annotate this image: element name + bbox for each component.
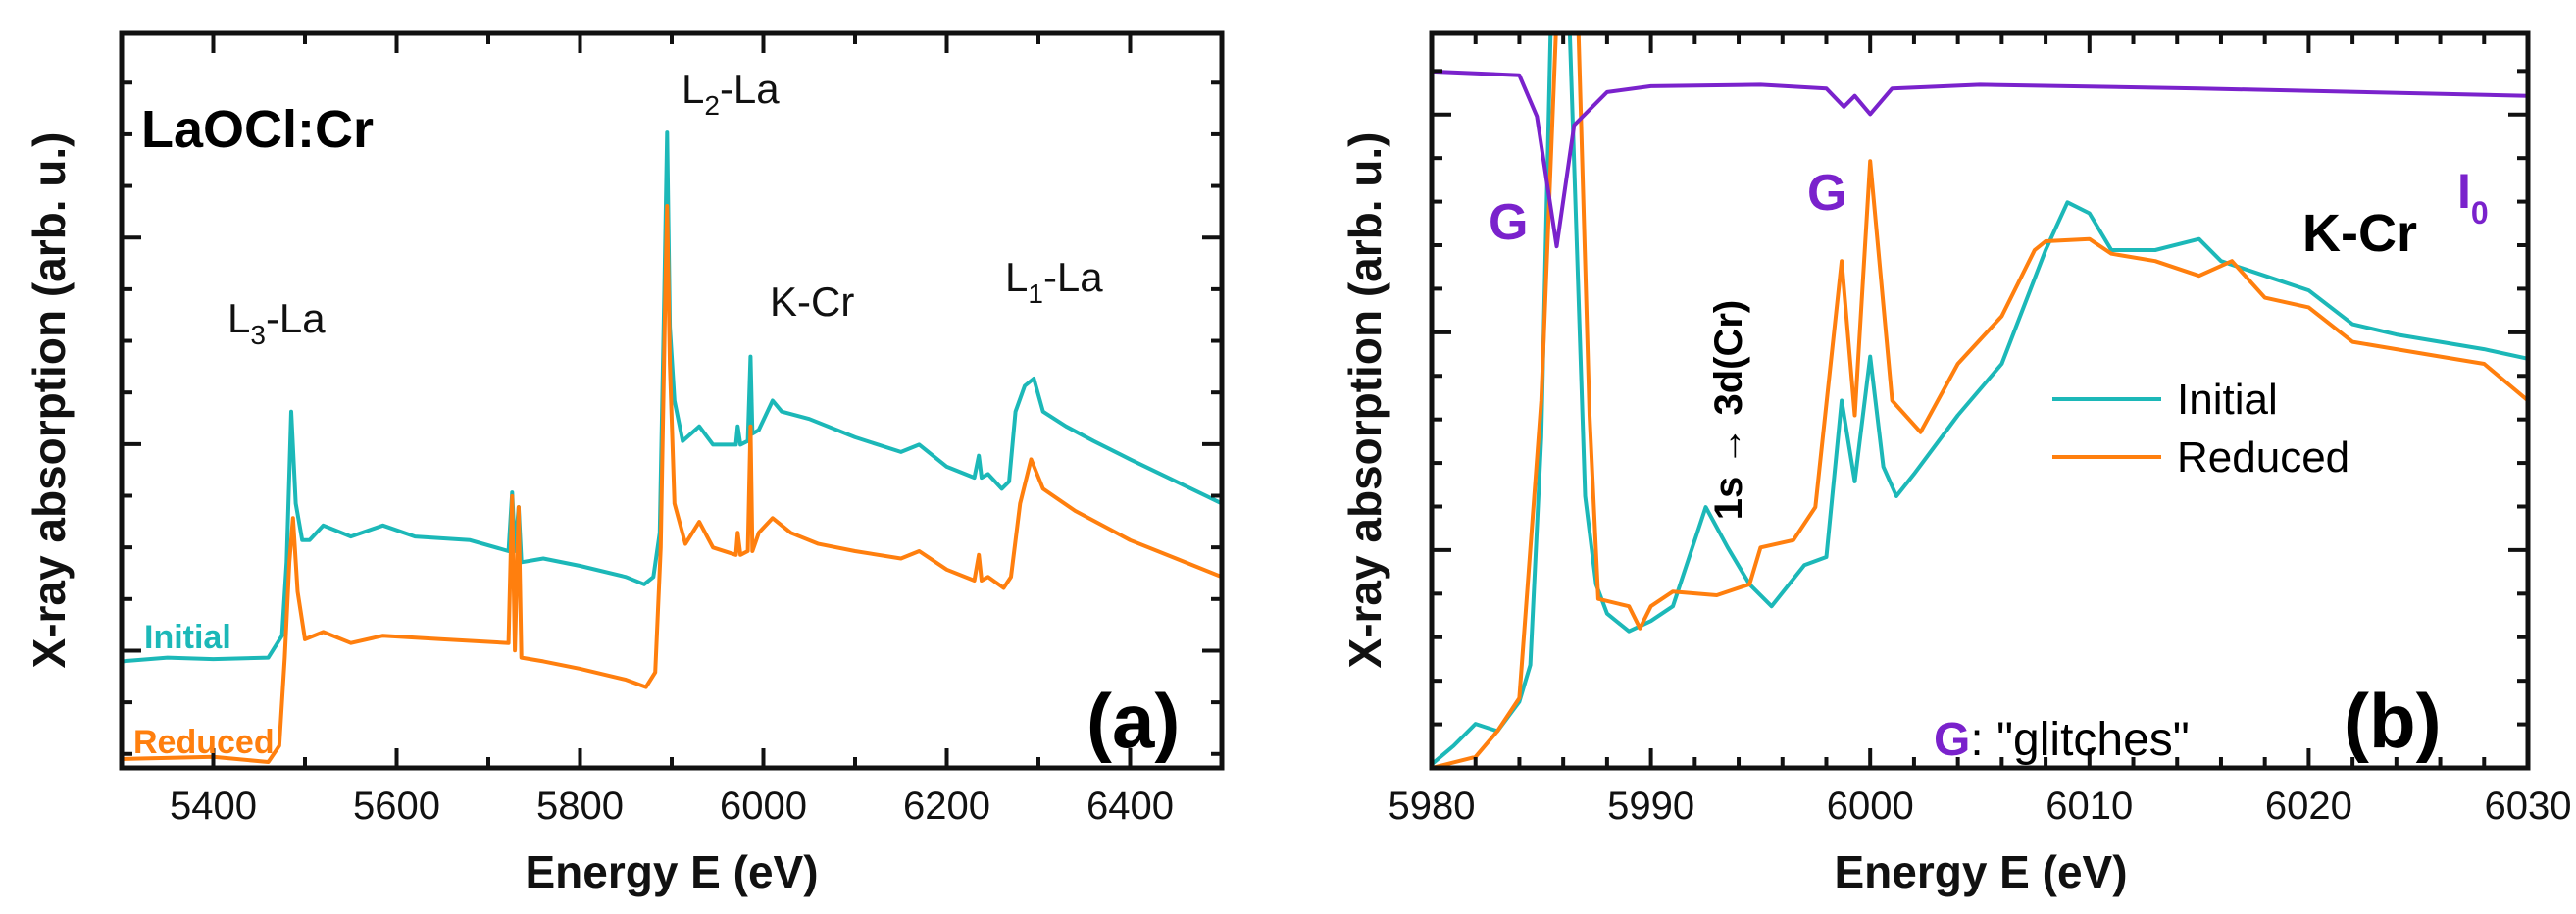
x-tick-label: 6200 <box>903 785 990 828</box>
x-tick-label: 5800 <box>536 785 624 828</box>
legend-label-initial: Initial <box>2177 376 2278 424</box>
annotation-k-cr: K-Cr <box>770 279 854 325</box>
panel-b-title: K-Cr <box>2302 204 2417 263</box>
series-reduced <box>122 204 1222 764</box>
x-tick-label: 6020 <box>2265 785 2352 828</box>
x-tick-label: 6000 <box>1827 785 1914 828</box>
series-initial <box>122 130 1222 664</box>
x-tick-label: 6010 <box>2046 785 2133 828</box>
panel-a-frame <box>119 30 1225 771</box>
panel-a-label: (a) <box>1086 678 1180 764</box>
glitch-marker-2: G <box>1807 165 1846 222</box>
panel-b-frame <box>1429 30 2531 771</box>
x-tick-label: 6400 <box>1086 785 1174 828</box>
inline-label-reduced: Reduced <box>133 724 275 761</box>
panel-a-y-axis-title: X-ray absorption (arb. u.) <box>24 132 75 669</box>
x-tick-label: 6030 <box>2485 785 2572 828</box>
panel-b-x-axis-title: Energy E (eV) <box>1834 846 2127 897</box>
panel-a-title: LaOCl:Cr <box>141 100 374 159</box>
legend-label-reduced: Reduced <box>2177 433 2349 482</box>
series-reduced <box>1432 33 2528 768</box>
inline-label-initial: Initial <box>144 619 231 656</box>
label-i0: I0 <box>2457 164 2489 230</box>
panel-a-x-axis-title: Energy E (eV) <box>525 846 818 897</box>
series-i0 <box>1432 69 2528 249</box>
series-initial <box>1432 33 2528 766</box>
glitch-note: G: "glitches" <box>1934 714 2190 766</box>
annotation-l2-la: L2-La <box>682 66 780 121</box>
x-tick-label: 5600 <box>353 785 440 828</box>
annotation-l1-la: L1-La <box>1005 254 1103 309</box>
panel-b-label: (b) <box>2344 678 2442 764</box>
panel-b-y-axis-title: X-ray absorption (arb. u.) <box>1339 132 1390 669</box>
panel-b-series <box>1432 33 2528 768</box>
x-tick-label: 5980 <box>1389 785 1476 828</box>
panel-a-series <box>122 130 1222 764</box>
legend: Initial Reduced <box>2052 376 2349 482</box>
annotation-l3-la: L3-La <box>227 295 326 350</box>
x-tick-label: 6000 <box>720 785 807 828</box>
x-tick-label: 5990 <box>1607 785 1694 828</box>
panel-a-ticks: 5400 5600 5800 6000 6200 6400 <box>120 33 1224 828</box>
panel-b: 5980 5990 6000 6010 6020 6030 G G 1s → 3d(Cr)… <box>1339 30 2572 897</box>
panel-b-ticks: 5980 5990 6000 6010 6020 6030 <box>1389 33 2572 828</box>
panel-a: 5400 5600 5800 6000 6200 6400 LaOCl:Cr L3-La … <box>24 30 1225 897</box>
annotation-1s-3d-transition: 1s → 3d(Cr) <box>1707 300 1750 521</box>
glitch-marker-1: G <box>1489 194 1528 251</box>
x-tick-label: 5400 <box>170 785 257 828</box>
